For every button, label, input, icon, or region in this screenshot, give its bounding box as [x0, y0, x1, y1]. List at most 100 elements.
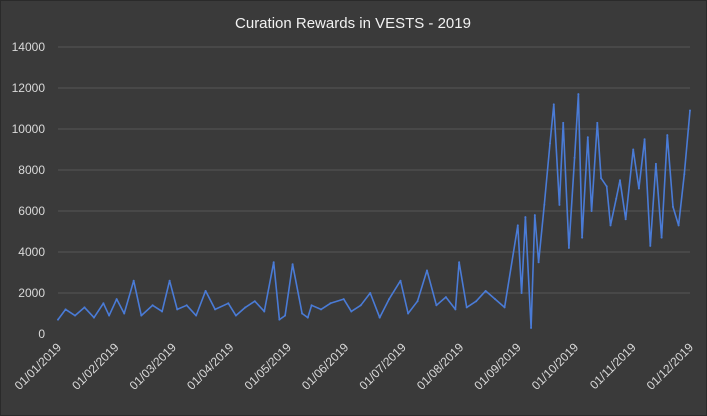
- data-point: [537, 261, 540, 264]
- data-point: [660, 236, 663, 239]
- data-point: [102, 302, 105, 305]
- x-axis-ticks: 01/01/2019 01/02/2019 01/03/2019 01/04/2019…: [12, 340, 697, 393]
- chart-title: Curation Rewards in VESTS - 2019: [235, 15, 471, 32]
- data-point: [306, 316, 309, 319]
- data-point: [399, 279, 402, 282]
- data-point: [600, 177, 603, 180]
- data-point: [581, 236, 584, 239]
- data-point: [272, 261, 275, 264]
- data-point: [609, 224, 612, 227]
- data-point: [185, 304, 188, 307]
- data-point: [632, 148, 635, 151]
- x-tick-label: 01/10/2019: [529, 340, 582, 393]
- data-point: [643, 138, 646, 141]
- data-point: [329, 302, 332, 305]
- grid-layer: [58, 46, 690, 294]
- data-point: [654, 162, 657, 165]
- x-tick-label: 01/02/2019: [69, 340, 122, 393]
- data-point: [234, 314, 237, 317]
- data-point: [689, 109, 691, 112]
- data-point: [494, 298, 497, 301]
- data-point: [624, 218, 627, 221]
- data-point: [615, 197, 618, 200]
- y-axis-ticks: 0 2000 4000 6000 8000 10000 12000 14000: [12, 40, 46, 341]
- data-point: [524, 216, 527, 219]
- data-point: [435, 304, 438, 307]
- data-point: [562, 121, 565, 124]
- data-point: [558, 203, 561, 206]
- data-point: [586, 136, 589, 139]
- data-point: [573, 156, 576, 159]
- data-point: [465, 306, 468, 309]
- data-point: [637, 187, 640, 190]
- y-tick-label: 8000: [18, 163, 45, 177]
- x-tick-label: 01/07/2019: [356, 340, 409, 393]
- data-point: [520, 292, 523, 294]
- data-point: [605, 185, 608, 188]
- data-point: [425, 269, 428, 272]
- data-point: [454, 308, 457, 311]
- data-point: [567, 246, 570, 249]
- data-point: [590, 210, 593, 212]
- x-tick-label: 01/12/2019: [644, 340, 697, 393]
- data-point: [378, 316, 381, 319]
- data-point: [388, 298, 391, 301]
- data-point: [64, 308, 67, 311]
- data-point: [83, 306, 86, 309]
- x-tick-label: 01/03/2019: [127, 340, 180, 393]
- data-point: [227, 302, 230, 305]
- data-point: [543, 203, 546, 206]
- data-point: [320, 308, 323, 311]
- data-point: [503, 306, 506, 309]
- data-point: [596, 121, 599, 124]
- data-point: [649, 244, 652, 247]
- y-tick-label: 12000: [12, 81, 46, 95]
- data-point: [350, 310, 353, 313]
- data-point: [533, 214, 536, 217]
- series-layer: [57, 93, 691, 329]
- data-point: [176, 308, 179, 311]
- x-tick-label: 01/05/2019: [242, 340, 295, 393]
- y-tick-label: 6000: [18, 204, 45, 218]
- data-point: [444, 296, 447, 299]
- data-point: [683, 173, 686, 176]
- data-point: [74, 314, 77, 317]
- data-point: [677, 224, 680, 227]
- x-tick-label: 01/08/2019: [414, 340, 467, 393]
- data-point: [92, 316, 95, 319]
- data-point: [115, 298, 118, 301]
- x-tick-label: 01/04/2019: [184, 340, 237, 393]
- data-point: [263, 310, 266, 313]
- data-point: [123, 312, 126, 315]
- y-tick-label: 0: [38, 327, 45, 341]
- data-point: [359, 304, 362, 307]
- x-tick-label: 01/06/2019: [299, 340, 352, 393]
- data-point: [195, 314, 198, 317]
- data-point: [666, 134, 669, 137]
- y-tick-label: 4000: [18, 245, 45, 259]
- data-point: [151, 304, 154, 307]
- data-point: [577, 93, 580, 96]
- data-point: [484, 289, 487, 292]
- data-point: [407, 312, 410, 315]
- data-point: [530, 326, 533, 329]
- data-point: [310, 304, 313, 307]
- data-point: [458, 261, 461, 264]
- data-point: [369, 292, 372, 294]
- x-tick-label: 01/09/2019: [471, 340, 524, 393]
- data-point: [284, 314, 287, 317]
- data-point: [671, 205, 674, 208]
- data-point: [108, 314, 111, 317]
- data-point: [548, 142, 551, 145]
- data-point: [416, 300, 419, 303]
- data-point: [291, 263, 294, 266]
- data-point: [57, 318, 59, 321]
- y-tick-label: 14000: [12, 40, 46, 54]
- data-point: [214, 308, 217, 311]
- data-point: [342, 298, 345, 301]
- data-point: [618, 179, 621, 182]
- x-tick-label: 01/01/2019: [12, 340, 65, 393]
- data-point: [278, 318, 281, 321]
